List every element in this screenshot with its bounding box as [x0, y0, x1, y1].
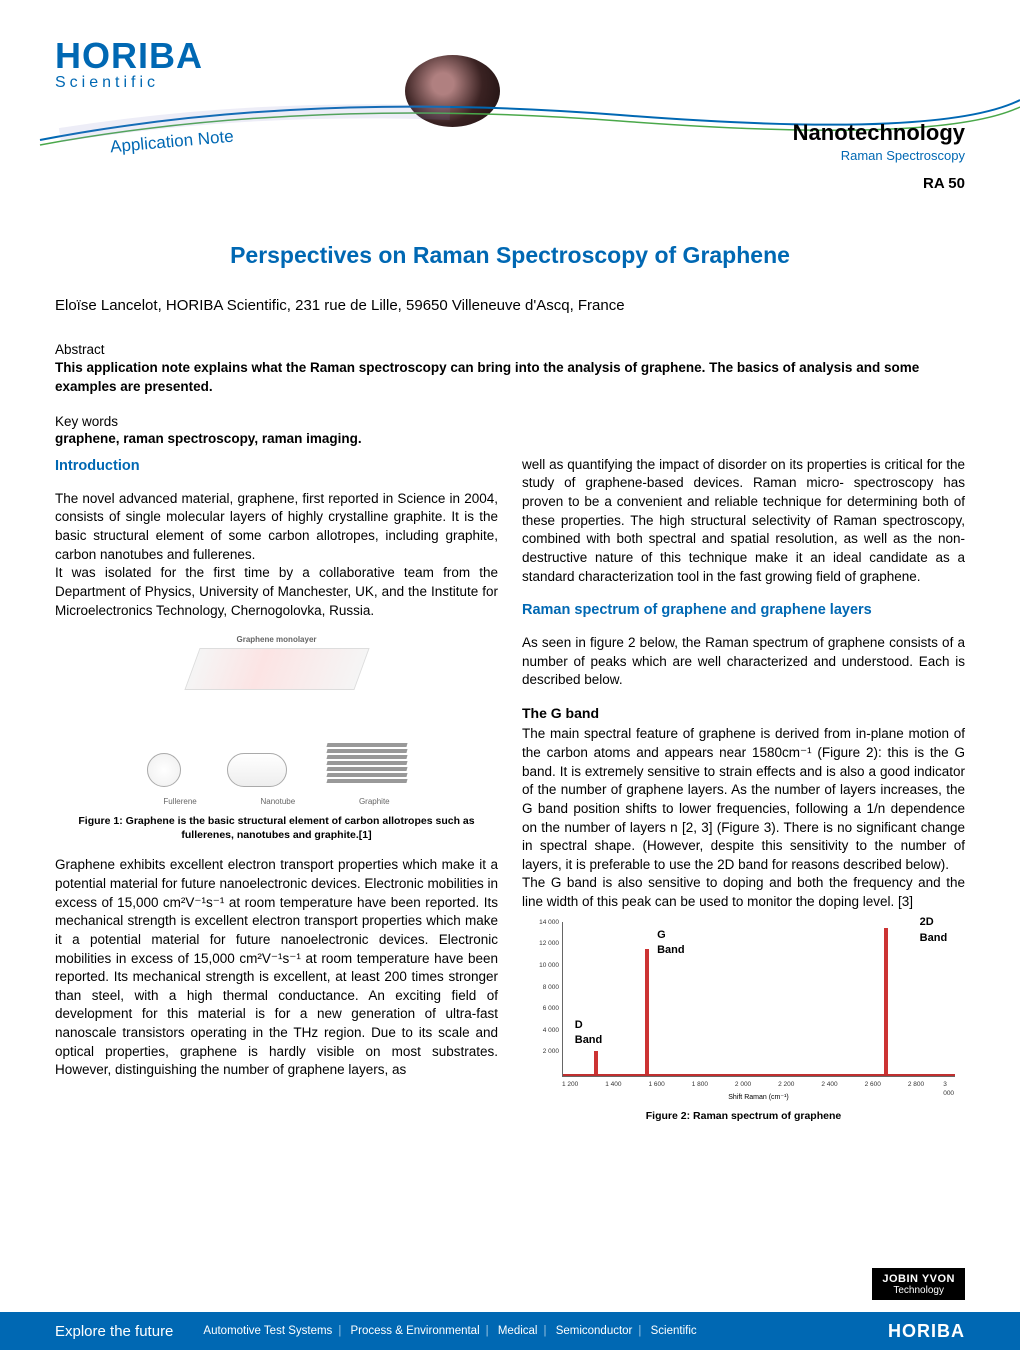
- gband-p1: The main spectral feature of graphene is…: [522, 725, 965, 874]
- jy-line2: Technology: [882, 1285, 955, 1296]
- fig1-label-2: Graphite: [359, 796, 390, 807]
- gband-p2: The G band is also sensitive to doping a…: [522, 874, 965, 911]
- header-meta: Nanotechnology Raman Spectroscopy RA 50: [793, 120, 965, 192]
- peak-d-label: DBand: [575, 1018, 603, 1048]
- abstract-text: This application note explains what the …: [55, 359, 965, 395]
- intro-p3: Graphene exhibits excellent electron tra…: [55, 856, 498, 1080]
- footer-div-0: Automotive Test Systems: [197, 1325, 338, 1337]
- footer-logo: HORIBA: [888, 1321, 965, 1342]
- category: Nanotechnology: [793, 120, 965, 146]
- col2-p1: well as quantifying the impact of disord…: [522, 456, 965, 586]
- intro-p1: The novel advanced material, graphene, f…: [55, 490, 498, 565]
- figure-1: Graphene monolayer Fullerene Nanotube Gr…: [132, 634, 422, 809]
- subcategory: Raman Spectroscopy: [793, 148, 965, 163]
- logo-main: HORIBA: [55, 40, 965, 72]
- gband-heading: The G band: [522, 704, 965, 723]
- fig1-graphite: [327, 743, 407, 787]
- peak-2d: [884, 928, 888, 1076]
- footer-div-4: Scientific: [645, 1325, 703, 1337]
- figure-2-caption: Figure 2: Raman spectrum of graphene: [522, 1110, 965, 1124]
- raman-p1: As seen in figure 2 below, the Raman spe…: [522, 634, 965, 690]
- baseline: [563, 1074, 955, 1076]
- column-left: Introduction The novel advanced material…: [55, 456, 498, 1138]
- brand-logo: HORIBA Scientific: [55, 40, 965, 92]
- page-title: Perspectives on Raman Spectroscopy of Gr…: [55, 242, 965, 269]
- jy-line1: JOBIN YVON: [882, 1273, 955, 1285]
- fig1-monolayer: [184, 648, 369, 690]
- doc-code: RA 50: [793, 175, 965, 192]
- fig1-title: Graphene monolayer: [132, 634, 422, 645]
- abstract-label: Abstract: [55, 342, 965, 357]
- raman-heading: Raman spectrum of graphene and graphene …: [522, 600, 965, 620]
- column-right: well as quantifying the impact of disord…: [522, 456, 965, 1138]
- footer-divisions: Automotive Test Systems| Process & Envir…: [197, 1325, 702, 1337]
- jobin-yvon-badge: JOBIN YVON Technology: [872, 1268, 965, 1300]
- footer-tagline: Explore the future: [55, 1323, 173, 1340]
- keywords-text: graphene, raman spectroscopy, raman imag…: [55, 431, 965, 446]
- body-columns: Introduction The novel advanced material…: [55, 456, 965, 1138]
- fig2-yticks: 14 00012 000 10 0008 000 6 0004 000 2 00…: [535, 922, 559, 1076]
- footer-div-1: Process & Environmental: [345, 1325, 486, 1337]
- fig2-xlabel: Shift Raman (cm⁻¹): [552, 1093, 965, 1103]
- keywords-label: Key words: [55, 414, 965, 429]
- footer-div-3: Semiconductor: [550, 1325, 639, 1337]
- peak-2d-label: 2DBand: [920, 915, 948, 945]
- hero-graphic: [405, 55, 500, 127]
- figure-1-caption: Figure 1: Graphene is the basic structur…: [55, 815, 498, 842]
- fig1-fullerene: [147, 753, 181, 787]
- intro-p2: It was isolated for the first time by a …: [55, 564, 498, 620]
- fig1-nanotube: [227, 753, 287, 787]
- author-line: Eloïse Lancelot, HORIBA Scientific, 231 …: [55, 297, 965, 314]
- intro-heading: Introduction: [55, 456, 498, 476]
- figure-2-chart: 14 00012 000 10 0008 000 6 0004 000 2 00…: [562, 922, 955, 1077]
- peak-g-label: GBand: [657, 928, 685, 958]
- fig1-label-0: Fullerene: [163, 796, 196, 807]
- peak-d: [594, 1051, 598, 1076]
- logo-sub: Scientific: [55, 74, 965, 92]
- peak-g: [645, 949, 649, 1075]
- application-note-label: Application Note: [109, 127, 234, 158]
- fig1-label-1: Nanotube: [260, 796, 295, 807]
- footer-div-2: Medical: [492, 1325, 544, 1337]
- fig2-xticks: 1 2001 4001 600 1 8002 0002 200 2 4002 6…: [562, 1081, 955, 1091]
- footer-bar: Explore the future Automotive Test Syste…: [0, 1312, 1020, 1350]
- fig1-labels: Fullerene Nanotube Graphite: [132, 796, 422, 807]
